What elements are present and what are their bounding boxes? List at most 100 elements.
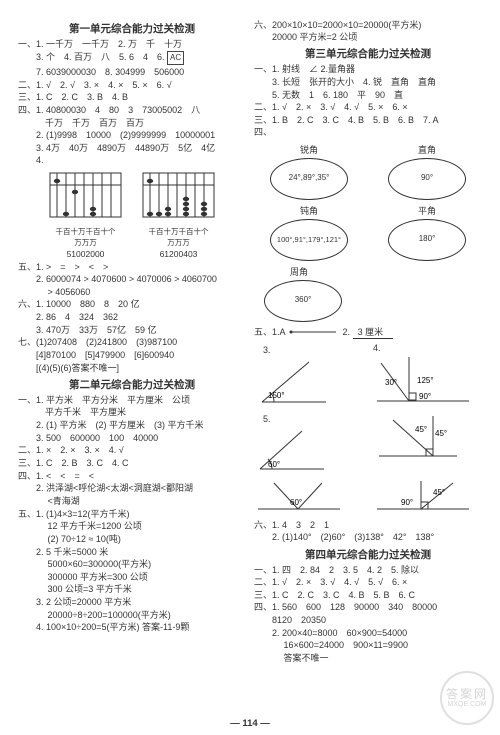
svg-text:45°: 45°	[415, 425, 427, 434]
svg-text:30°: 30°	[385, 378, 397, 387]
u1-l12: 2. 6000074 > 4070600 > 4070006 > 4060700	[18, 273, 246, 285]
cell-right: 直角 90°	[372, 143, 482, 200]
oval-straight: 180°	[388, 219, 466, 261]
fig-5a: 5. 60°	[254, 412, 363, 475]
geo-row-2: 5. 60° 45° 45°	[254, 412, 482, 475]
u2-l9: <青海湖	[18, 495, 246, 507]
label-obtuse: 钝角	[254, 204, 364, 217]
oval-obtuse: 100°,91°,179°,121°	[270, 219, 348, 261]
u2-l18: 20000÷8÷200=100000(平方米)	[18, 609, 246, 621]
u2-l13: 2. 5 千米=5000 米	[18, 546, 246, 558]
top-l1: 六、200×10×10=2000×10=20000(平方米)	[254, 19, 482, 31]
label-full: 周角	[290, 265, 482, 278]
u1-l19: [(4)(5)(6)答案不唯一]	[18, 362, 246, 374]
u1-l15: 2. 86 4 324 362	[18, 311, 246, 323]
u2-l11: 12 平方千米=1200 公顷	[18, 520, 246, 532]
u2-l6: 三、1. C 2. B 3. C 4. C	[18, 457, 246, 469]
u3-l2: 3. 长短 张开的大小 4. 锐 直角 直角	[254, 76, 482, 88]
right-column: 六、200×10×10=2000×10=20000(平方米) 20000 平方米…	[254, 18, 482, 727]
u1-l16: 3. 470万 33万 57亿 59 亿	[18, 324, 246, 336]
u1-l6: 四、1. 40800030 4 80 3 73005002 八	[18, 104, 246, 116]
abacus-num-2: 61200403	[141, 249, 216, 259]
u2-l10: 五、1. (1)4×3=12(平方千米)	[18, 508, 246, 520]
svg-text:150°: 150°	[268, 391, 285, 400]
u1-l13: > 4056060	[18, 286, 246, 298]
cell-straight: 平角 180°	[372, 204, 482, 261]
u4-l1: 一、1. 四 2. 84 2 3. 5 4. 2 5. 除以	[254, 564, 482, 576]
svg-text:60°: 60°	[290, 498, 302, 507]
u4-l5: 8120 20350	[254, 614, 482, 626]
u1-l3: 7. 6039000030 8. 304999 506000	[18, 66, 246, 78]
u2-l15: 300000 平方米=300 公顷	[18, 571, 246, 583]
abacus-labels-1: 千百十万千百十个万万万	[48, 226, 123, 248]
page-number: — 114 —	[0, 718, 500, 729]
u4-l7: 16×600=24000 900×11=9900	[254, 639, 482, 651]
line-segment-icon	[288, 326, 338, 338]
blank-underline: 3 厘米	[353, 326, 393, 339]
u1-l17: 七、(1)207408 (2)241800 (3)987100	[18, 336, 246, 348]
svg-text:45°: 45°	[433, 488, 445, 497]
label-acute: 锐角	[254, 143, 364, 156]
watermark: 答案网 MXQE.COM	[440, 671, 494, 725]
u2-l8: 2. 洪泽湖<呼伦湖<太湖<洞庭湖<鄱阳湖	[18, 482, 246, 494]
u1-l5: 三、1. C 2. C 3. B 4. B	[18, 91, 246, 103]
u2-l4: 3. 500 600000 100 40000	[18, 432, 246, 444]
u1-l2: 3. 个 4. 百万 八 5. 6 4 6. AC	[18, 51, 246, 66]
fig-6b: 90° 45°	[373, 479, 482, 515]
label-right: 直角	[372, 143, 482, 156]
svg-text:90°: 90°	[401, 498, 413, 507]
abacus-row: 千百十万千百十个万万万 51002000	[18, 171, 246, 259]
watermark-line2: MXQE.COM	[448, 701, 487, 709]
cell-full: 周角 360°	[254, 265, 482, 322]
u1-l4: 二、1. √ 2. √ 3. × 4. × 5. × 6. √	[18, 79, 246, 91]
u2-l5: 二、1. × 2. × 3. × 4. √	[18, 444, 246, 456]
boxed-answer: AC	[167, 51, 184, 66]
oval-right: 90°	[388, 158, 466, 200]
u2-l14: 5000×60=300000(平方米)	[18, 558, 246, 570]
fig-6a: 60°	[254, 479, 363, 515]
abacus-1: 千百十万千百十个万万万 51002000	[48, 171, 123, 259]
u1-l8: 2. (1)9998 10000 (2)9999999 10000001	[18, 129, 246, 141]
fig-5b: 45° 45°	[373, 412, 482, 475]
geo-row-1: 3. 150° 4. 30° 125° 90°	[254, 343, 482, 408]
oval-full: 360°	[264, 280, 342, 322]
u3-l7: 五、1.A 2. 3 厘米	[254, 326, 482, 339]
cell-acute: 锐角 24°,89°,35°	[254, 143, 364, 200]
unit2-title: 第二单元综合能力过关检测	[18, 377, 246, 392]
geo-row-3: 60° 90° 45°	[254, 479, 482, 515]
u1-l7: 千万 千万 百万 百万	[18, 117, 246, 129]
abacus-2: 千百十万千百十个万万万 61200403	[141, 171, 216, 259]
u4-l6: 2. 200×40=8000 60×900=54000	[254, 627, 482, 639]
svg-text:45°: 45°	[435, 429, 447, 438]
u1-l18: [4]870100 [5]479900 [6]600940	[18, 349, 246, 361]
unit3-title: 第三单元综合能力过关检测	[254, 46, 482, 61]
u2-l17: 3. 2 公顷=20000 平方米	[18, 596, 246, 608]
u2-l12: (2) 70÷12 ≈ 10(吨)	[18, 533, 246, 545]
u1-l1: 一、1. 一千万 一千万 2. 万 千 十万	[18, 38, 246, 50]
u4-l2: 二、1. √ 2. × 3. √ 4. √ 5. √ 6. ×	[254, 576, 482, 588]
oval-acute: 24°,89°,35°	[270, 158, 348, 200]
left-column: 第一单元综合能力过关检测 一、1. 一千万 一千万 2. 万 千 十万 3. 个…	[18, 18, 246, 727]
u2-l19: 4. 100×10÷200=5(平方米) 答案-11-9颗	[18, 621, 246, 633]
abacus-num-1: 51002000	[48, 249, 123, 259]
svg-text:125°: 125°	[417, 376, 434, 385]
u3-l4: 二、1. √ 2. × 3. √ 4. √ 5. × 6. ×	[254, 101, 482, 113]
u2-l3: 2. (1) 平方米 (2) 平方厘米 (3) 平方千米	[18, 419, 246, 431]
u2-l7: 四、1. < < = <	[18, 470, 246, 482]
fig-4: 4. 30° 125° 90°	[373, 343, 482, 408]
watermark-line1: 答案网	[446, 688, 488, 701]
u3-l1: 一、1. 射线 ∠ 2.量角器	[254, 63, 482, 75]
cell-obtuse: 钝角 100°,91°,179°,121°	[254, 204, 364, 261]
u3-l3: 5. 无数 1 6. 180 平 90 直	[254, 89, 482, 101]
svg-text:60°: 60°	[268, 460, 280, 469]
angles-grid: 锐角 24°,89°,35° 直角 90° 钝角 100°,91°,179°,1…	[254, 143, 482, 261]
label-straight: 平角	[372, 204, 482, 217]
u1-l10: 4.	[18, 154, 246, 166]
unit4-title: 第四单元综合能力过关检测	[254, 547, 482, 562]
u4-l4: 四、1. 560 600 128 90000 340 80000	[254, 601, 482, 613]
u1-l14: 六、1. 10000 880 8 20 亿	[18, 298, 246, 310]
top-l2: 20000 平方米=2 公顷	[254, 31, 482, 43]
u3-l10: 六、1. 4 3 2 1	[254, 519, 482, 531]
u1-l9: 3. 4万 40万 4890万 44890万 5亿 4亿	[18, 142, 246, 154]
u1-l11: 五、1. > = > < >	[18, 261, 246, 273]
